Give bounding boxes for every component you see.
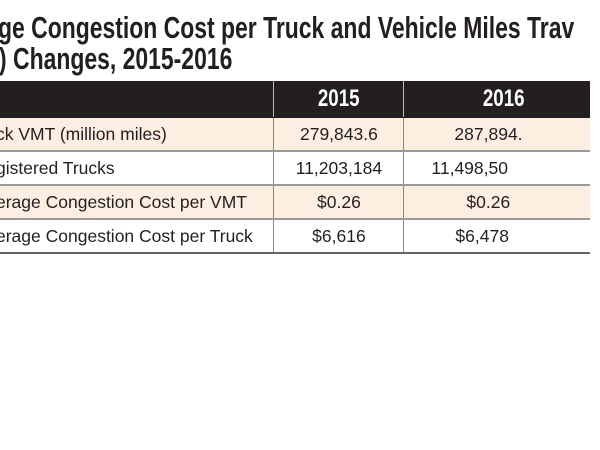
row-label: ck VMT (million miles) — [0, 117, 274, 152]
congestion-cost-table: 2015 2016 ck VMT (million miles) 279,843… — [0, 81, 590, 254]
cell-2015: $6,616 — [273, 219, 404, 254]
cell-2015: 279,843.6 — [273, 117, 404, 152]
header-2015: 2015 — [273, 81, 404, 118]
table-row: ck VMT (million miles) 279,843.6 287,894… — [0, 117, 590, 152]
row-label: gistered Trucks — [0, 151, 274, 186]
table-row: gistered Trucks 11,203,184 11,498,50 — [0, 151, 590, 186]
row-label: erage Congestion Cost per Truck — [0, 219, 274, 254]
row-label: erage Congestion Cost per VMT — [0, 185, 274, 220]
table-row: erage Congestion Cost per VMT $0.26 $0.2… — [0, 185, 590, 220]
cell-2015: 11,203,184 — [273, 151, 404, 186]
header-2016: 2016 — [403, 81, 590, 118]
cell-2016: $0.26 — [403, 185, 590, 220]
cell-2016: $6,478 — [403, 219, 590, 254]
cell-2016: 11,498,50 — [403, 151, 590, 186]
table-row: erage Congestion Cost per Truck $6,616 $… — [0, 219, 590, 254]
table-title-line-2: ) Changes, 2015-2016 — [0, 41, 233, 76]
table-title-line-1: ge Congestion Cost per Truck and Vehicle… — [0, 10, 575, 45]
cell-2015: $0.26 — [273, 185, 404, 220]
header-label — [0, 81, 274, 118]
cell-2016: 287,894. — [403, 117, 590, 152]
header-row: 2015 2016 — [0, 81, 590, 118]
